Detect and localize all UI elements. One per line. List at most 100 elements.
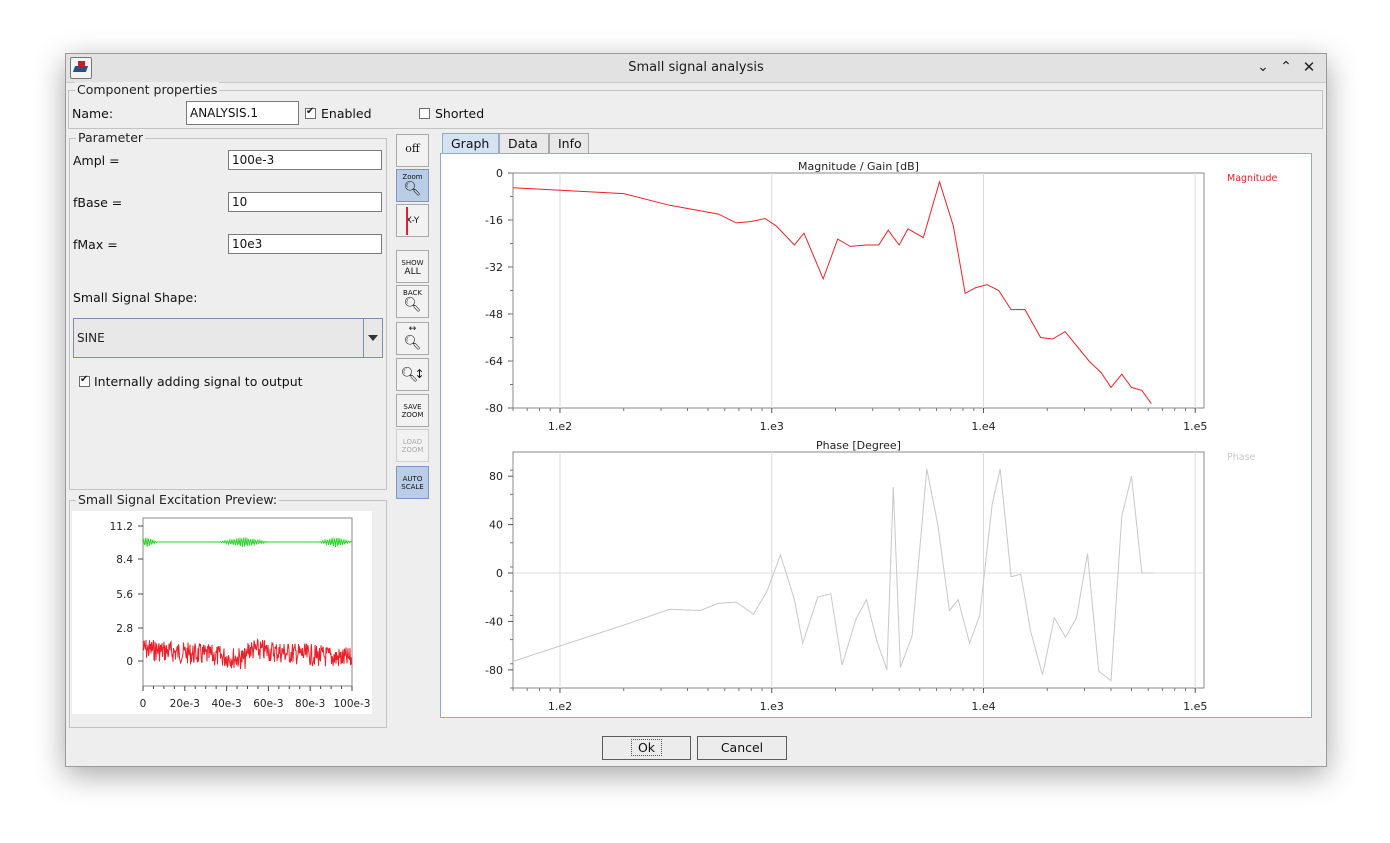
- preview-x-label: 40e-3: [211, 698, 241, 710]
- load-zoom-button[interactable]: LOAD ZOOM: [396, 429, 429, 462]
- vertical-arrow-icon: ↕: [414, 367, 425, 381]
- zoom-magnifier-icon: 🔍︎: [403, 181, 422, 197]
- shorted-checkbox[interactable]: [419, 108, 430, 119]
- load-zoom-label: ZOOM: [401, 446, 424, 454]
- chart-title: Phase [Degree]: [816, 439, 901, 452]
- cancel-button[interactable]: Cancel: [697, 736, 787, 760]
- save-zoom-button[interactable]: SAVE ZOOM: [396, 394, 429, 427]
- fmax-input[interactable]: [228, 234, 382, 254]
- y-tick-label: 0: [496, 167, 503, 180]
- window-title: Small signal analysis: [628, 60, 764, 75]
- shorted-label: Shorted: [435, 106, 485, 121]
- parameter-group: Parameter Ampl = fBase = fMax = Small Si…: [69, 130, 387, 490]
- minimize-icon[interactable]: ⌄: [1257, 59, 1269, 75]
- ampl-label: Ampl =: [73, 153, 120, 168]
- tab-data[interactable]: Data: [499, 133, 549, 153]
- back-magnifier-icon: 🔍︎: [403, 297, 422, 313]
- chart-title: Magnitude / Gain [dB]: [798, 160, 919, 173]
- internal-add-label: Internally adding signal to output: [94, 374, 303, 389]
- series-line-phase: [512, 468, 1153, 682]
- xy-button[interactable]: X-Y: [396, 204, 429, 237]
- auto-label: AUTO: [402, 475, 423, 483]
- shape-value: SINE: [77, 331, 105, 345]
- enabled-label: Enabled: [321, 106, 372, 121]
- scale-label: SCALE: [401, 483, 424, 491]
- save-zoom-label: ZOOM: [401, 411, 424, 419]
- preview-y-label: 0: [126, 656, 133, 668]
- fmax-label: fMax =: [73, 237, 118, 252]
- x-tick-label: 1.e5: [1183, 700, 1207, 713]
- ok-button[interactable]: Ok: [602, 736, 691, 760]
- show-all-button[interactable]: SHOW ALL: [396, 250, 429, 283]
- preview-y-label: 11.2: [110, 521, 133, 533]
- off-label: off: [405, 142, 420, 155]
- all-label: ALL: [404, 267, 421, 277]
- hzoom-magnifier-icon: 🔍︎: [403, 335, 422, 351]
- legend-entry: Phase: [1227, 452, 1256, 463]
- title-bar: Small signal analysis ⌄ ⌃ ✕: [66, 54, 1326, 83]
- x-tick-label: 1.e4: [971, 420, 995, 433]
- y-tick-label: -32: [485, 261, 503, 274]
- preview-x-label: 0: [140, 698, 147, 710]
- shape-label: Small Signal Shape:: [73, 290, 198, 305]
- cancel-label: Cancel: [720, 740, 764, 755]
- chevron-down-icon[interactable]: [363, 319, 382, 357]
- enabled-checkbox[interactable]: [305, 106, 316, 119]
- zoom-horizontal-button[interactable]: ↔ 🔍︎: [396, 322, 429, 355]
- series-line-magnitude: [512, 180, 1152, 404]
- xy-label: X-Y: [405, 216, 420, 226]
- off-button[interactable]: off: [396, 134, 429, 167]
- y-tick-label: 80: [489, 470, 503, 483]
- close-icon[interactable]: ✕: [1302, 58, 1316, 76]
- plot-frame: [512, 172, 1205, 409]
- y-tick-label: -48: [485, 308, 503, 321]
- x-tick-label: 1.e5: [1183, 420, 1207, 433]
- tab-graph[interactable]: Graph: [442, 133, 499, 153]
- y-tick-label: -16: [485, 214, 503, 227]
- parameter-legend: Parameter: [76, 130, 146, 145]
- preview-legend: Small Signal Excitation Preview:: [76, 492, 280, 507]
- ampl-input[interactable]: [228, 150, 382, 170]
- preview-group: Small Signal Excitation Preview: 11.2 8.4…: [69, 492, 387, 728]
- graph-canvas[interactable]: 0 -16 -32 -48 -64 -80 1.e2 1.e3 1.e4 1.e5 Magnitud…: [441, 154, 1311, 717]
- graph-panel: 0 -16 -32 -48 -64 -80 1.e2 1.e3 1.e4 1.e5 Magnitud…: [440, 153, 1312, 718]
- horizontal-arrow-icon: ↔: [408, 324, 417, 334]
- plot-frame: [512, 451, 1205, 689]
- fbase-input[interactable]: [228, 192, 382, 212]
- name-label: Name:: [72, 106, 114, 121]
- preview-x-label: 100e-3: [334, 698, 371, 710]
- y-tick-label: 0: [496, 567, 503, 580]
- y-tick-label: -80: [485, 402, 503, 415]
- chart-1: 80 40 0 -40 -80 1.e2 1.e3 1.e4 1.e5 Phase [Degree…: [485, 439, 1255, 713]
- x-tick-label: 1.e3: [760, 420, 784, 433]
- y-tick-label: 40: [489, 519, 503, 532]
- save-label: SAVE: [403, 403, 422, 411]
- app-icon: [70, 57, 92, 79]
- zoom-vertical-button[interactable]: 🔍︎ ↕: [396, 358, 429, 391]
- zoom-button[interactable]: Zoom 🔍︎: [396, 169, 429, 202]
- shape-select[interactable]: SINE: [73, 318, 383, 358]
- auto-scale-button[interactable]: AUTO SCALE: [396, 466, 429, 499]
- x-tick-label: 1.e2: [548, 700, 572, 713]
- preview-x-label: 80e-3: [295, 698, 325, 710]
- maximize-icon[interactable]: ⌃: [1280, 59, 1292, 75]
- x-tick-label: 1.e4: [971, 700, 995, 713]
- y-tick-label: -64: [485, 355, 503, 368]
- y-tick-label: -40: [485, 615, 503, 628]
- name-input[interactable]: [186, 101, 299, 125]
- vzoom-magnifier-icon: 🔍︎: [400, 367, 419, 383]
- fbase-label: fBase =: [73, 195, 123, 210]
- back-button[interactable]: BACK 🔍︎: [396, 285, 429, 318]
- load-label: LOAD: [402, 438, 423, 446]
- preview-chart: 11.2 8.4 5.6 2.8 0 0 20e-3 40e-3 60e-3 80e-3 100e-…: [72, 511, 372, 714]
- component-properties-legend: Component properties: [75, 82, 220, 97]
- component-properties-group: Component properties Name: Enabled Short…: [68, 82, 1323, 129]
- tab-info[interactable]: Info: [549, 133, 589, 153]
- preview-y-label: 2.8: [116, 623, 133, 635]
- internal-add-checkbox[interactable]: [79, 374, 90, 387]
- zoom-label: Zoom: [402, 173, 423, 181]
- xy-marker-icon: [406, 207, 408, 235]
- legend-entry: Magnitude: [1227, 173, 1277, 184]
- back-label: BACK: [403, 289, 422, 297]
- preview-y-label: 8.4: [116, 554, 133, 566]
